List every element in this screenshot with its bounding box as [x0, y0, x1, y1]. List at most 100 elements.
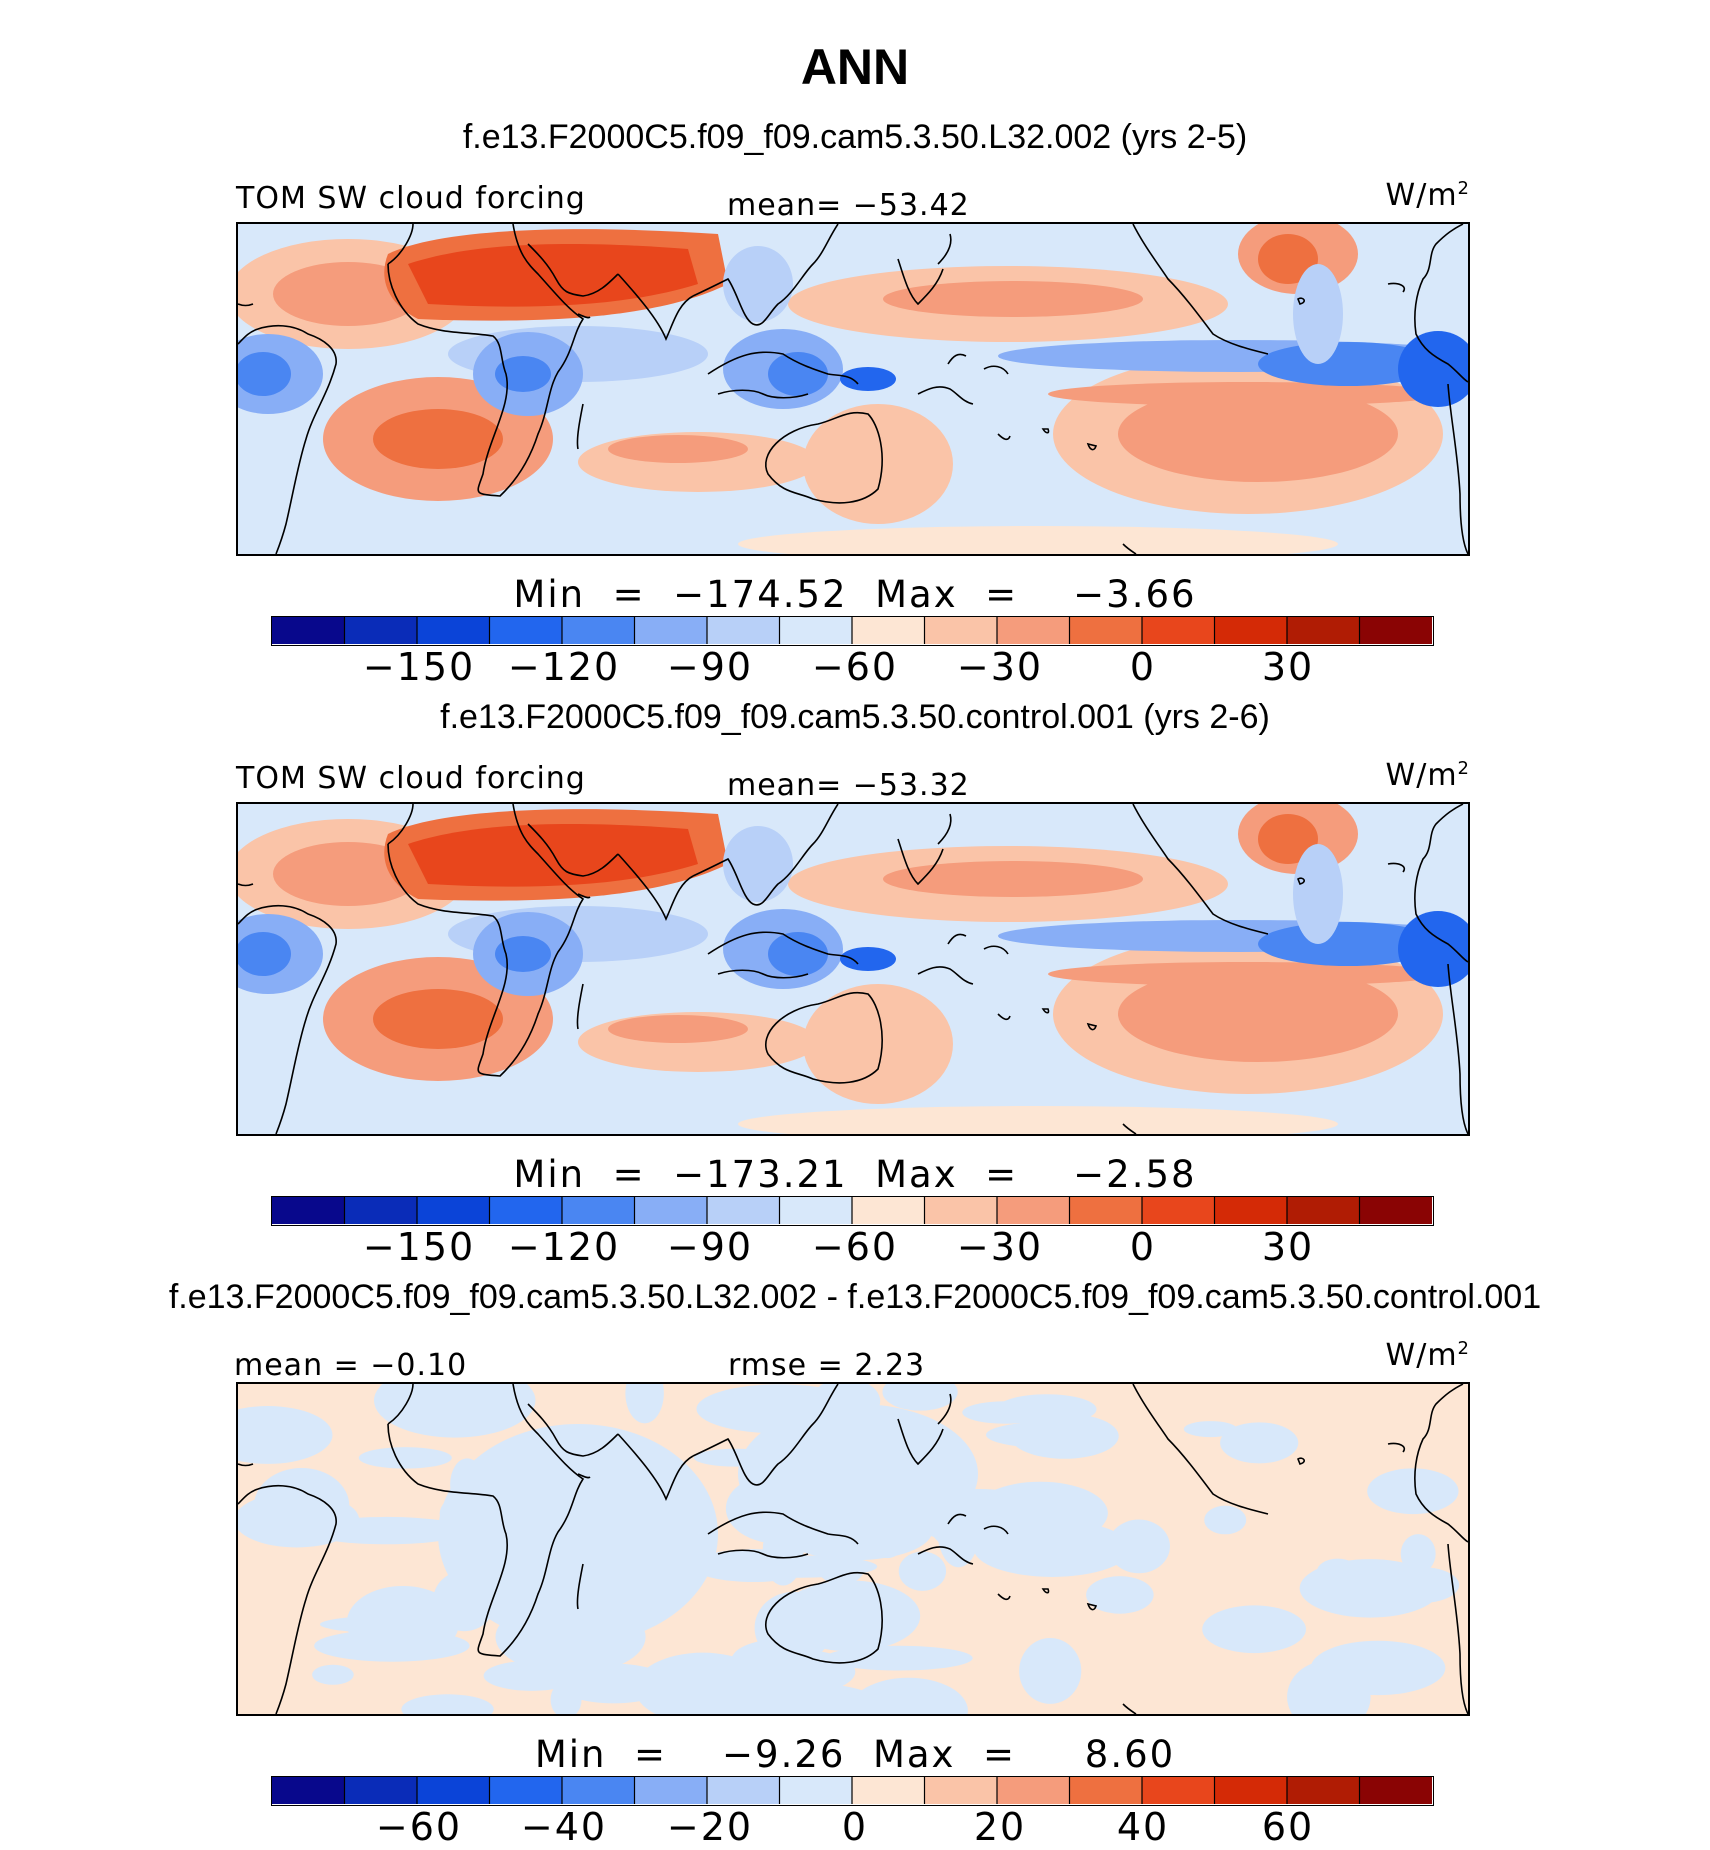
- field-contour: [768, 932, 828, 976]
- colorbar-swatch: [344, 1197, 418, 1224]
- coastline: [1132, 1384, 1269, 1515]
- coastline: [1297, 1457, 1305, 1465]
- coastline: [387, 1384, 585, 1657]
- field-contour: [238, 932, 291, 976]
- diff-contour: [312, 1664, 354, 1685]
- coastline: [238, 1463, 254, 1467]
- coastline: [1122, 543, 1137, 554]
- diff-contour: [253, 1468, 350, 1544]
- panel-1-variable-label: TOM SW cloud forcing: [236, 181, 586, 216]
- page-title: ANN: [800, 39, 910, 95]
- panel-1-tick-label: 0: [1129, 645, 1157, 689]
- coastline: [527, 243, 619, 297]
- coastline: [917, 1546, 974, 1565]
- coastline: [238, 324, 337, 554]
- diff-contour: [1202, 1605, 1307, 1654]
- colorbar-swatch: [1287, 617, 1360, 644]
- coastline: [576, 403, 584, 450]
- field-contour: [768, 352, 828, 396]
- panel-2-case-title: f.e13.F2000C5.f09_f09.cam5.3.50.control.…: [440, 698, 1270, 736]
- colorbar-swatch: [924, 1197, 998, 1224]
- panel-1-tick-label: −30: [956, 645, 1044, 689]
- coastline: [238, 1484, 337, 1714]
- coastline: [1041, 1008, 1050, 1014]
- coastline: [1387, 1442, 1406, 1453]
- coastline: [1041, 1588, 1050, 1594]
- field-contour: [373, 989, 503, 1049]
- diff-contour: [967, 1498, 1010, 1524]
- coastline: [1041, 428, 1050, 434]
- diff-contour: [1287, 1660, 1371, 1714]
- coastline: [1122, 1123, 1137, 1134]
- coastline: [692, 224, 839, 326]
- coastline: [765, 991, 883, 1084]
- colorbar-swatch: [562, 617, 635, 644]
- colorbar-swatch: [997, 617, 1070, 644]
- colorbar-swatch: [489, 617, 563, 644]
- panel-3-tick-label: 40: [1116, 1805, 1170, 1849]
- panel-3-min-max: Min = −9.26 Max = 8.60: [534, 1733, 1176, 1776]
- coastline: [917, 966, 974, 985]
- coastline: [947, 353, 967, 365]
- colorbar-swatch: [1214, 1777, 1288, 1804]
- diff-contour: [738, 1404, 978, 1544]
- diff-contour: [1382, 1566, 1460, 1604]
- panel-3-tick-label: −20: [666, 1805, 754, 1849]
- coastline: [576, 1563, 584, 1610]
- colorbar-swatch: [344, 617, 418, 644]
- coastline: [1447, 963, 1468, 1134]
- colorbar-swatch: [852, 1777, 925, 1804]
- panel-1-tick-label: −120: [507, 645, 621, 689]
- field-contour: [458, 510, 618, 538]
- coastline: [897, 258, 944, 306]
- colorbar-swatch: [272, 617, 345, 644]
- colorbar-swatch: [997, 1197, 1070, 1224]
- panel-1-colorbar: [271, 616, 1434, 646]
- field-contour: [495, 936, 551, 972]
- diff-contour: [1183, 1421, 1237, 1438]
- coastline: [997, 433, 1011, 441]
- coastline: [576, 983, 584, 1030]
- colorbar-swatch: [1069, 617, 1143, 644]
- colorbar-swatch: [1069, 1197, 1143, 1224]
- coastline: [617, 273, 694, 342]
- diff-contour: [962, 1401, 1049, 1424]
- coastline: [1447, 383, 1468, 554]
- colorbar-swatch: [1069, 1777, 1143, 1804]
- coastline: [1414, 224, 1468, 383]
- field-contour: [1048, 962, 1448, 986]
- coastline: [1132, 804, 1269, 935]
- diff-contour: [1204, 1505, 1247, 1535]
- field-contour: [723, 826, 793, 902]
- colorbar-swatch: [1142, 1777, 1215, 1804]
- coastline: [238, 883, 254, 887]
- coastline: [983, 1525, 1009, 1535]
- diff-contour: [721, 1555, 878, 1578]
- colorbar-swatch: [1142, 1197, 1215, 1224]
- colorbar-swatch: [634, 617, 708, 644]
- colorbar-swatch: [1359, 1777, 1432, 1804]
- panel-2-tick-label: 30: [1261, 1225, 1315, 1269]
- field-contour: [1293, 264, 1343, 364]
- field-contour: [495, 356, 551, 392]
- field-contour: [373, 409, 503, 469]
- colorbar-swatch: [1214, 1197, 1288, 1224]
- diff-contour: [1367, 1468, 1459, 1515]
- colorbar-swatch: [634, 1197, 708, 1224]
- field-contour: [840, 367, 896, 391]
- coastline: [937, 233, 952, 265]
- panel-3-tick-label: −40: [520, 1805, 608, 1849]
- coastline: [577, 1473, 591, 1479]
- diff-contour: [358, 1447, 452, 1469]
- coastline: [1414, 804, 1468, 963]
- colorbar-swatch: [489, 1777, 563, 1804]
- diff-contour: [346, 1585, 460, 1660]
- coastline: [897, 838, 944, 886]
- diff-contour: [1086, 1576, 1154, 1614]
- field-contour: [1118, 966, 1398, 1062]
- diff-contour: [634, 1652, 771, 1714]
- panel-3-rmse-label: rmse = 2.23: [728, 1348, 926, 1383]
- coastline: [387, 804, 414, 845]
- panel-2-tick-label: −60: [811, 1225, 899, 1269]
- panel-3-mean-label: mean = −0.10: [234, 1348, 468, 1383]
